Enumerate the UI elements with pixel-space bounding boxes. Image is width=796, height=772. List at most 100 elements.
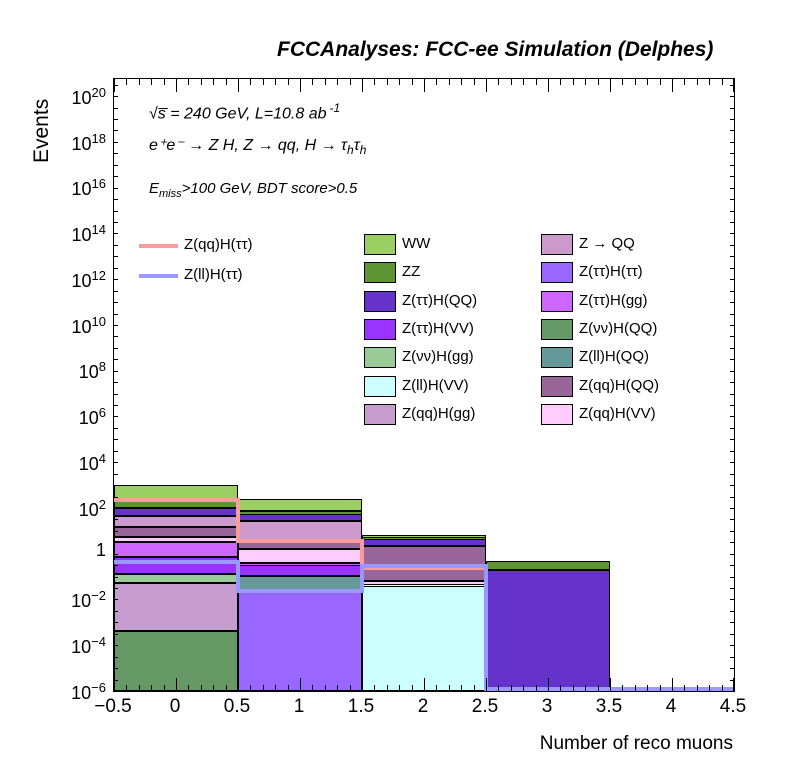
annotation-selection: Emiss>100 GeV, BDT score>0.5	[149, 180, 358, 200]
stack-segment	[114, 507, 238, 516]
legend-swatch	[541, 262, 573, 284]
y-tick-right	[730, 668, 734, 670]
legend-label: Z(ll)H(ττ)	[184, 266, 243, 283]
stack-segment	[238, 562, 362, 565]
y-tick	[114, 462, 118, 464]
y-tick	[114, 221, 118, 223]
signal-line-segment	[238, 588, 362, 593]
y-tick-right	[730, 313, 734, 315]
y-tick-label: 1014	[71, 222, 107, 246]
y-tick-right	[730, 416, 734, 418]
x-tick-top	[238, 79, 239, 92]
y-tick-right	[730, 267, 734, 269]
x-tick-top	[696, 79, 698, 85]
x-tick	[300, 678, 301, 691]
y-tick-right	[730, 542, 734, 544]
y-tick-right	[730, 599, 734, 601]
y-tick	[114, 176, 118, 178]
x-tick	[138, 685, 140, 691]
y-tick	[114, 141, 118, 143]
x-tick	[610, 678, 611, 691]
x-tick	[238, 678, 239, 691]
legend-label: WW	[402, 235, 431, 252]
stack-segment	[486, 570, 610, 691]
y-tick	[114, 439, 118, 441]
y-tick-right	[730, 347, 734, 349]
y-tick	[114, 324, 118, 326]
y-tick-right	[730, 256, 734, 258]
y-tick-right	[730, 610, 734, 612]
x-tick-top	[585, 79, 587, 85]
legend-label: Z(ττ)H(QQ)	[402, 291, 478, 309]
x-tick-top	[535, 79, 537, 85]
y-tick-right	[730, 141, 734, 143]
x-tick	[436, 685, 438, 691]
x-tick-top	[250, 79, 252, 85]
y-tick-right	[730, 370, 734, 372]
plot-frame: √s̅ = 240 GeV, L=10.8 ab -1 e⁺e⁻ → Z H, Z…	[113, 78, 735, 692]
x-tick-top	[684, 79, 686, 85]
y-tick	[114, 119, 118, 121]
stack-segment	[114, 484, 238, 499]
legend-label: Z(ll)H(VV)	[402, 376, 469, 394]
x-tick-top	[572, 79, 574, 85]
x-tick-top	[151, 79, 153, 85]
x-tick	[151, 685, 153, 691]
stack-segment	[114, 582, 238, 631]
x-tick-label: 1	[293, 696, 305, 717]
y-tick	[114, 164, 118, 166]
stack-segment	[238, 541, 362, 549]
y-tick	[114, 553, 118, 555]
y-tick	[114, 485, 118, 487]
y-tick-right	[730, 405, 734, 407]
stack-segment	[238, 590, 362, 691]
y-tick-right	[730, 588, 734, 590]
y-tick	[114, 107, 118, 109]
x-tick	[374, 685, 376, 691]
y-tick	[114, 416, 118, 418]
x-tick	[461, 685, 463, 691]
y-tick	[114, 347, 118, 349]
y-tick	[114, 96, 118, 98]
x-tick	[324, 685, 326, 691]
x-tick	[684, 685, 686, 691]
stack-segment	[362, 537, 486, 540]
x-tick	[498, 685, 500, 691]
y-tick-label: 108	[78, 359, 106, 383]
y-tick-right	[730, 176, 734, 178]
x-tick	[250, 685, 252, 691]
x-tick-top	[176, 79, 177, 92]
y-tick	[114, 405, 118, 407]
signal-line-connector	[236, 497, 240, 543]
y-tick-label: 10−6	[71, 679, 106, 703]
x-tick	[213, 685, 215, 691]
x-tick-label: 4.5	[719, 696, 747, 717]
x-tick-label: 0.5	[223, 696, 251, 717]
annotation-energy-luminosity: √s̅ = 240 GeV, L=10.8 ab -1	[149, 101, 341, 123]
legend-line-sample	[139, 244, 178, 248]
y-tick	[114, 370, 118, 372]
x-tick-top	[138, 79, 140, 85]
y-tick-right	[730, 359, 734, 361]
x-tick-top	[659, 79, 661, 85]
x-tick-top	[399, 79, 401, 85]
x-tick	[126, 685, 128, 691]
y-tick-right	[730, 221, 734, 223]
x-tick-top	[213, 79, 215, 85]
x-tick-top	[287, 79, 289, 85]
x-tick-top	[461, 79, 463, 85]
y-tick	[114, 656, 118, 658]
x-tick	[560, 685, 562, 691]
signal-line-segment	[238, 538, 362, 543]
x-tick-label: 3.5	[595, 696, 623, 717]
signal-line-connector	[484, 564, 488, 691]
x-tick-top	[424, 79, 425, 92]
x-tick	[486, 678, 487, 691]
x-tick	[585, 685, 587, 691]
y-tick-right	[730, 210, 734, 212]
y-tick	[114, 427, 118, 429]
y-tick	[114, 244, 118, 246]
x-tick	[424, 678, 425, 691]
x-tick	[634, 685, 636, 691]
signal-line-segment	[114, 559, 238, 564]
